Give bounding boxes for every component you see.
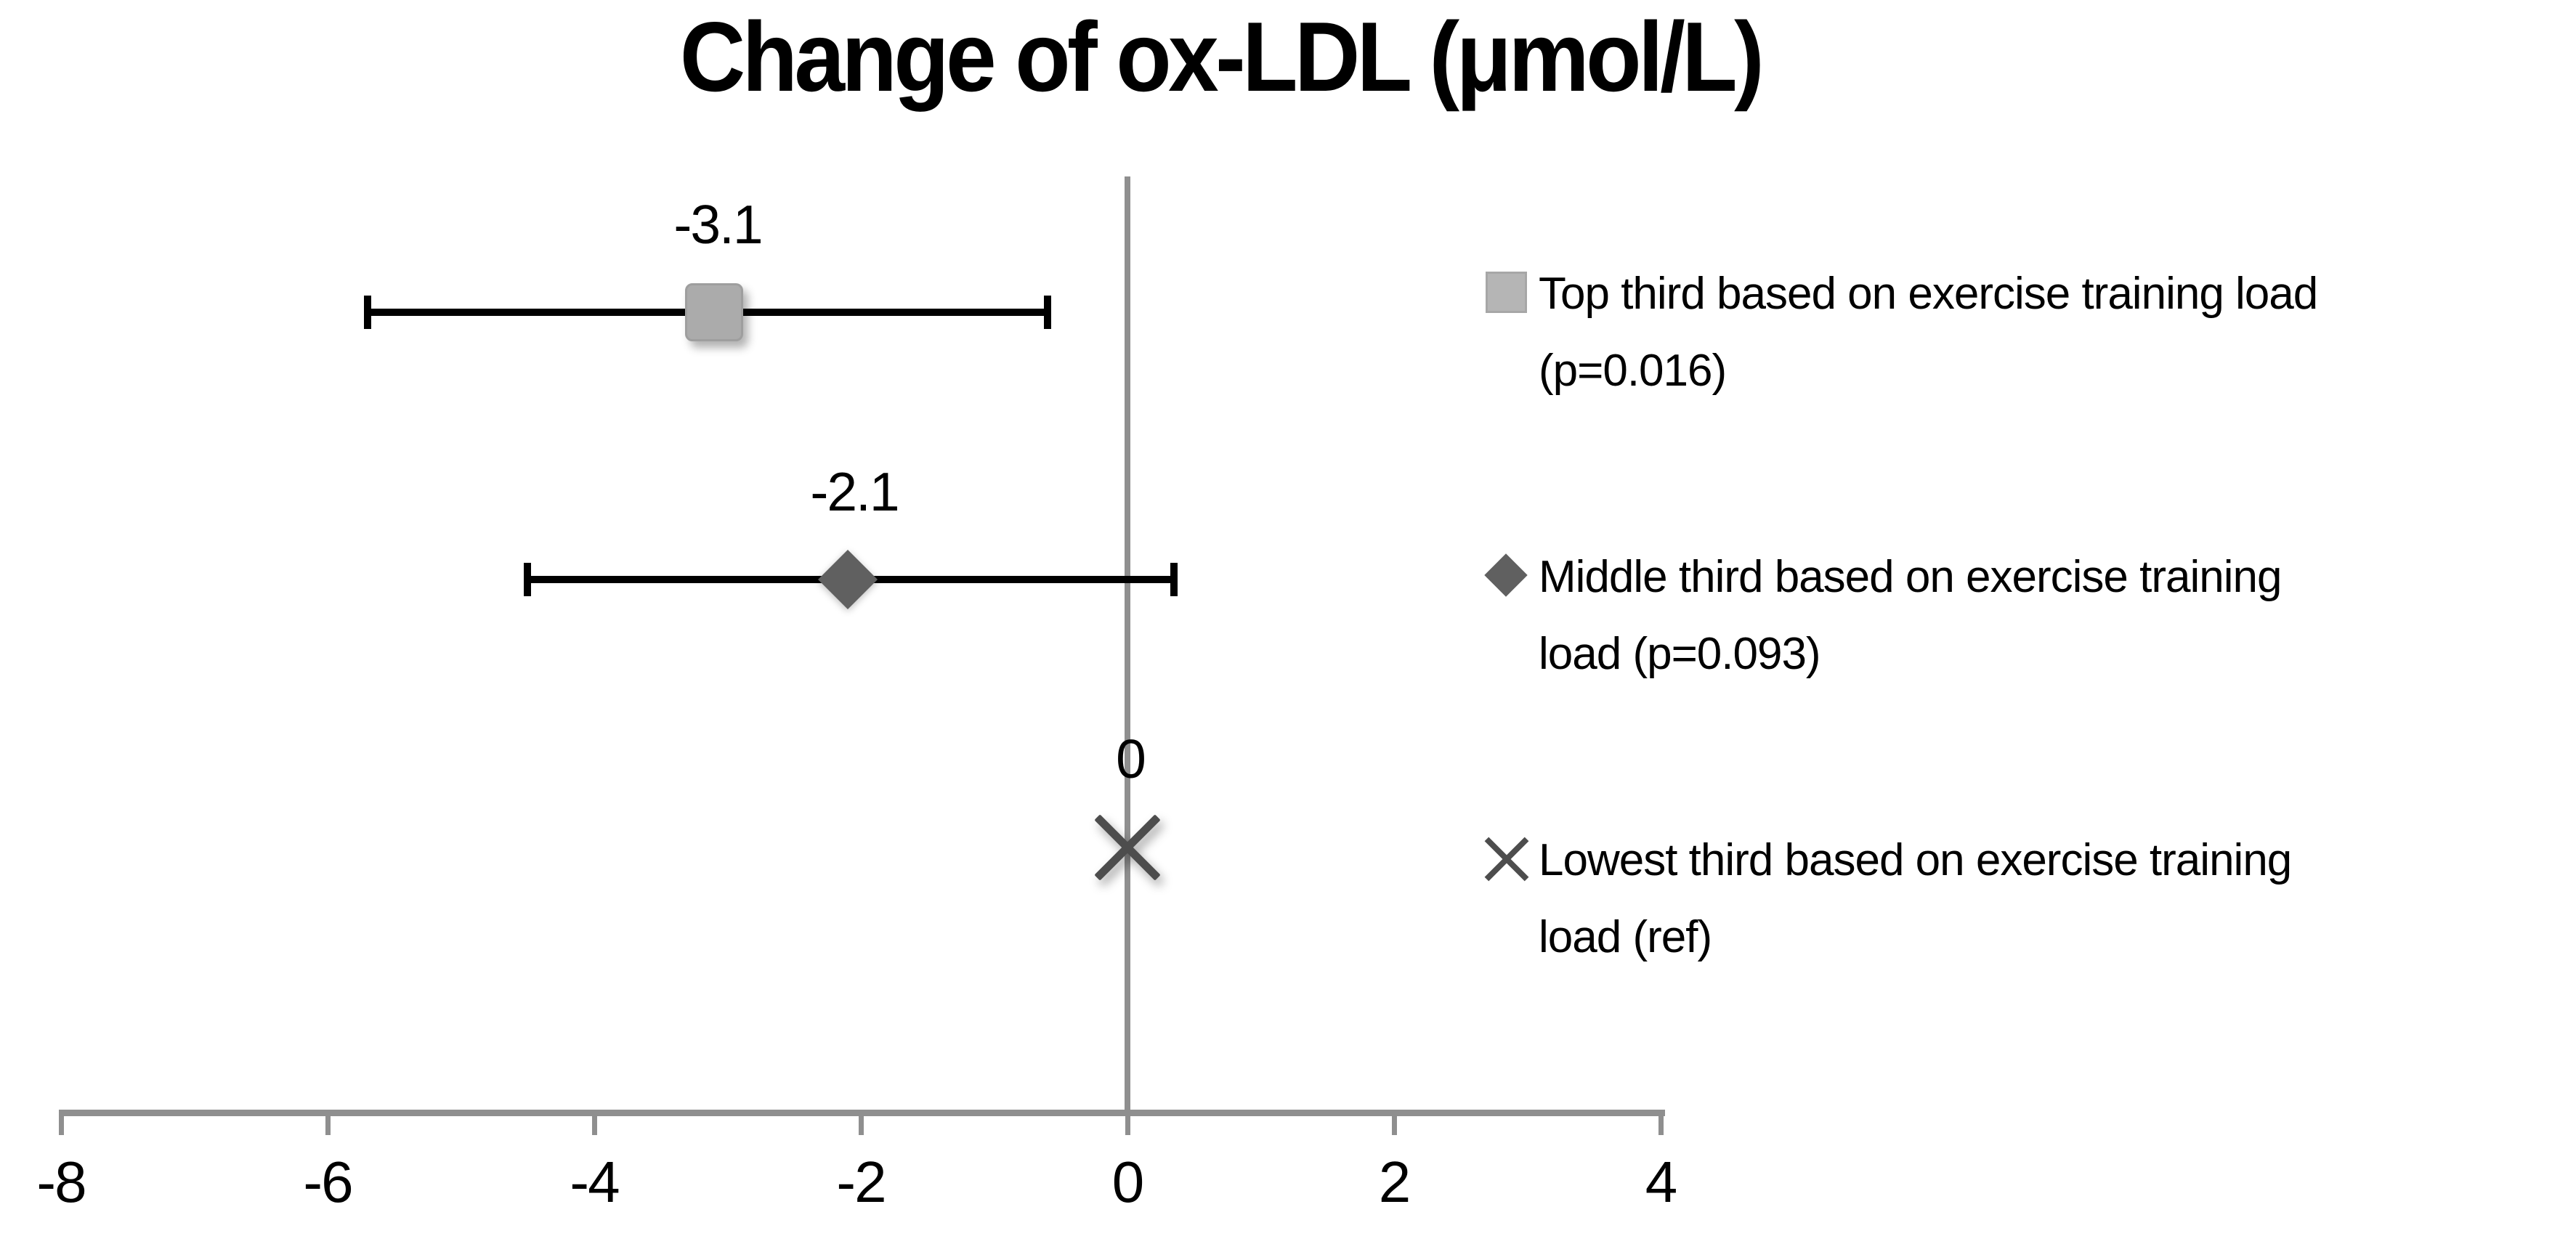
axis-tick-label: -2 xyxy=(836,1150,886,1214)
axis-tick xyxy=(1391,1110,1397,1135)
x-marker xyxy=(1094,814,1161,881)
chart-title: Change of ox-LDL (μmol/L) xyxy=(679,1,1765,112)
legend-diamond-icon xyxy=(1484,553,1528,597)
data-label: -2.1 xyxy=(810,461,899,522)
axis-tick-label: -8 xyxy=(36,1150,86,1214)
axis-tick xyxy=(591,1110,597,1135)
legend-item-top-third: Top third based on exercise training loa… xyxy=(1486,256,2318,410)
legend-square-icon xyxy=(1486,272,1527,313)
legend-label: Top third based on exercise training loa… xyxy=(1539,269,2318,396)
error-bar-cap xyxy=(524,563,532,596)
legend-item-middle-third: Middle third based on exercise training … xyxy=(1484,539,2282,693)
axis-tick xyxy=(58,1110,64,1135)
axis-tick-label: 4 xyxy=(1645,1150,1677,1214)
error-bar-cap xyxy=(1170,563,1178,596)
axis-tick-label: -6 xyxy=(303,1150,353,1214)
zero-reference-line xyxy=(1125,176,1130,1115)
axis-tick-label: 0 xyxy=(1111,1150,1144,1214)
axis-tick xyxy=(858,1110,864,1135)
legend-item-lowest-third: Lowest third based on exercise training … xyxy=(1484,822,2292,976)
error-bar-cap xyxy=(1043,296,1051,329)
axis-tick-label: -4 xyxy=(570,1150,620,1214)
square-marker xyxy=(685,283,744,341)
axis-tick xyxy=(325,1110,331,1135)
legend-label: Lowest third based on exercise training … xyxy=(1539,835,2292,962)
axis-tick xyxy=(1658,1110,1664,1135)
legend-label: Middle third based on exercise training … xyxy=(1539,552,2282,679)
data-label: -3.1 xyxy=(673,194,763,255)
error-bar-cap xyxy=(364,296,372,329)
diamond-marker xyxy=(817,549,878,610)
axis-tick-label: 2 xyxy=(1378,1150,1411,1214)
legend-x-icon xyxy=(1484,837,1528,881)
data-label: 0 xyxy=(1116,728,1146,789)
axis-tick xyxy=(1125,1110,1130,1135)
